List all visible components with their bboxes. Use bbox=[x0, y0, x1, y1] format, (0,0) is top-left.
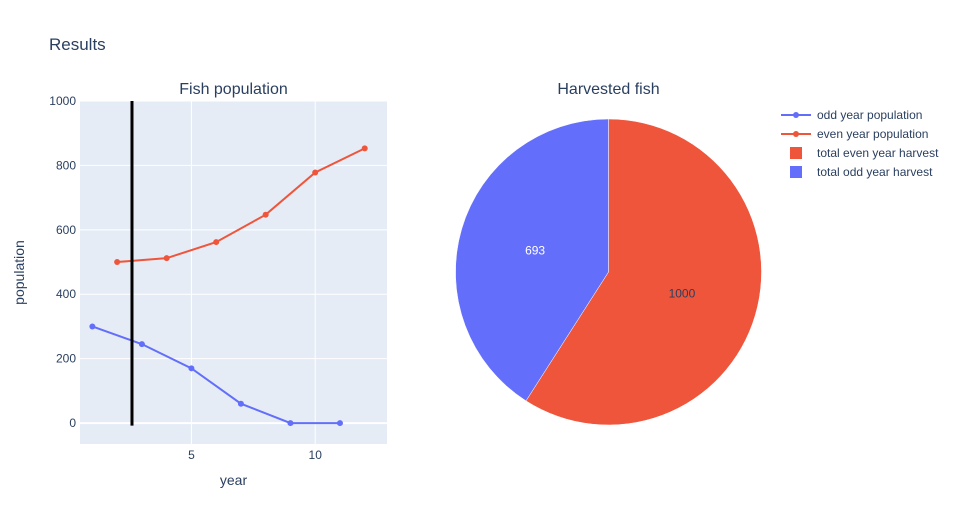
data-point bbox=[312, 169, 319, 176]
data-point bbox=[163, 255, 170, 262]
data-point bbox=[114, 259, 121, 266]
legend: odd year population even year population t… bbox=[781, 108, 939, 179]
legend-square-swatch bbox=[790, 147, 802, 159]
data-point bbox=[361, 145, 368, 152]
legend-item[interactable]: total odd year harvest bbox=[790, 165, 933, 179]
x-axis-label: year bbox=[220, 472, 248, 488]
y-tick-label: 800 bbox=[56, 158, 76, 172]
data-point bbox=[287, 420, 294, 427]
plot-background bbox=[80, 101, 387, 444]
y-axis-label: population bbox=[11, 240, 27, 305]
line-chart-title: Fish population bbox=[179, 81, 288, 98]
series-line bbox=[117, 147, 366, 264]
pie-slice bbox=[455, 118, 609, 402]
legend-marker bbox=[793, 112, 799, 118]
data-point bbox=[213, 239, 220, 246]
legend-marker bbox=[793, 131, 799, 137]
legend-label: even year population bbox=[817, 127, 928, 141]
pie-slice-label: 1000 bbox=[669, 286, 696, 300]
y-tick-label: 0 bbox=[69, 416, 76, 430]
data-point bbox=[336, 420, 343, 427]
legend-label: total odd year harvest bbox=[817, 165, 933, 179]
data-point bbox=[237, 400, 244, 407]
series-layer bbox=[89, 145, 368, 427]
data-point bbox=[262, 211, 269, 218]
x-tick-label: 5 bbox=[188, 448, 195, 462]
legend-item[interactable]: total even year harvest bbox=[790, 146, 939, 160]
y-tick-label: 200 bbox=[56, 352, 76, 366]
pie-chart-title: Harvested fish bbox=[557, 81, 659, 98]
fish-population-chart: 0 200 400 600 800 1000 5 10 Fish population ye… bbox=[11, 81, 387, 488]
data-point bbox=[138, 341, 145, 348]
x-tick-labels: 5 10 bbox=[188, 448, 322, 462]
pie-slices: 1000 693 bbox=[455, 118, 762, 426]
y-tick-labels: 0 200 400 600 800 1000 bbox=[49, 94, 76, 430]
legend-item[interactable]: odd year population bbox=[781, 108, 922, 122]
pie-slice bbox=[525, 118, 762, 426]
legend-square-swatch bbox=[790, 166, 802, 178]
pie-slice-label: 693 bbox=[525, 244, 545, 258]
harvested-fish-pie: Harvested fish 1000 693 bbox=[455, 81, 762, 426]
data-point bbox=[89, 323, 96, 330]
series-line bbox=[92, 325, 340, 425]
data-point bbox=[188, 365, 195, 372]
series-0 bbox=[89, 323, 343, 427]
legend-label: total even year harvest bbox=[817, 146, 939, 160]
legend-item[interactable]: even year population bbox=[781, 127, 928, 141]
legend-label: odd year population bbox=[817, 108, 922, 122]
x-tick-label: 10 bbox=[309, 448, 323, 462]
series-1 bbox=[114, 145, 368, 266]
figure-title: Results bbox=[49, 35, 106, 54]
y-tick-label: 1000 bbox=[49, 94, 76, 108]
y-tick-label: 600 bbox=[56, 223, 76, 237]
y-tick-label: 400 bbox=[56, 287, 76, 301]
